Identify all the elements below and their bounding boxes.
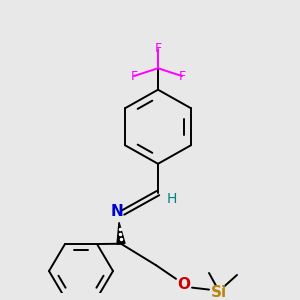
Text: F: F [178, 70, 186, 83]
Text: O: O [178, 277, 190, 292]
Text: H: H [167, 192, 177, 206]
Text: F: F [154, 42, 162, 55]
Polygon shape [117, 222, 125, 244]
Text: Si: Si [211, 285, 227, 300]
Text: N: N [111, 204, 123, 219]
Text: F: F [130, 70, 138, 83]
